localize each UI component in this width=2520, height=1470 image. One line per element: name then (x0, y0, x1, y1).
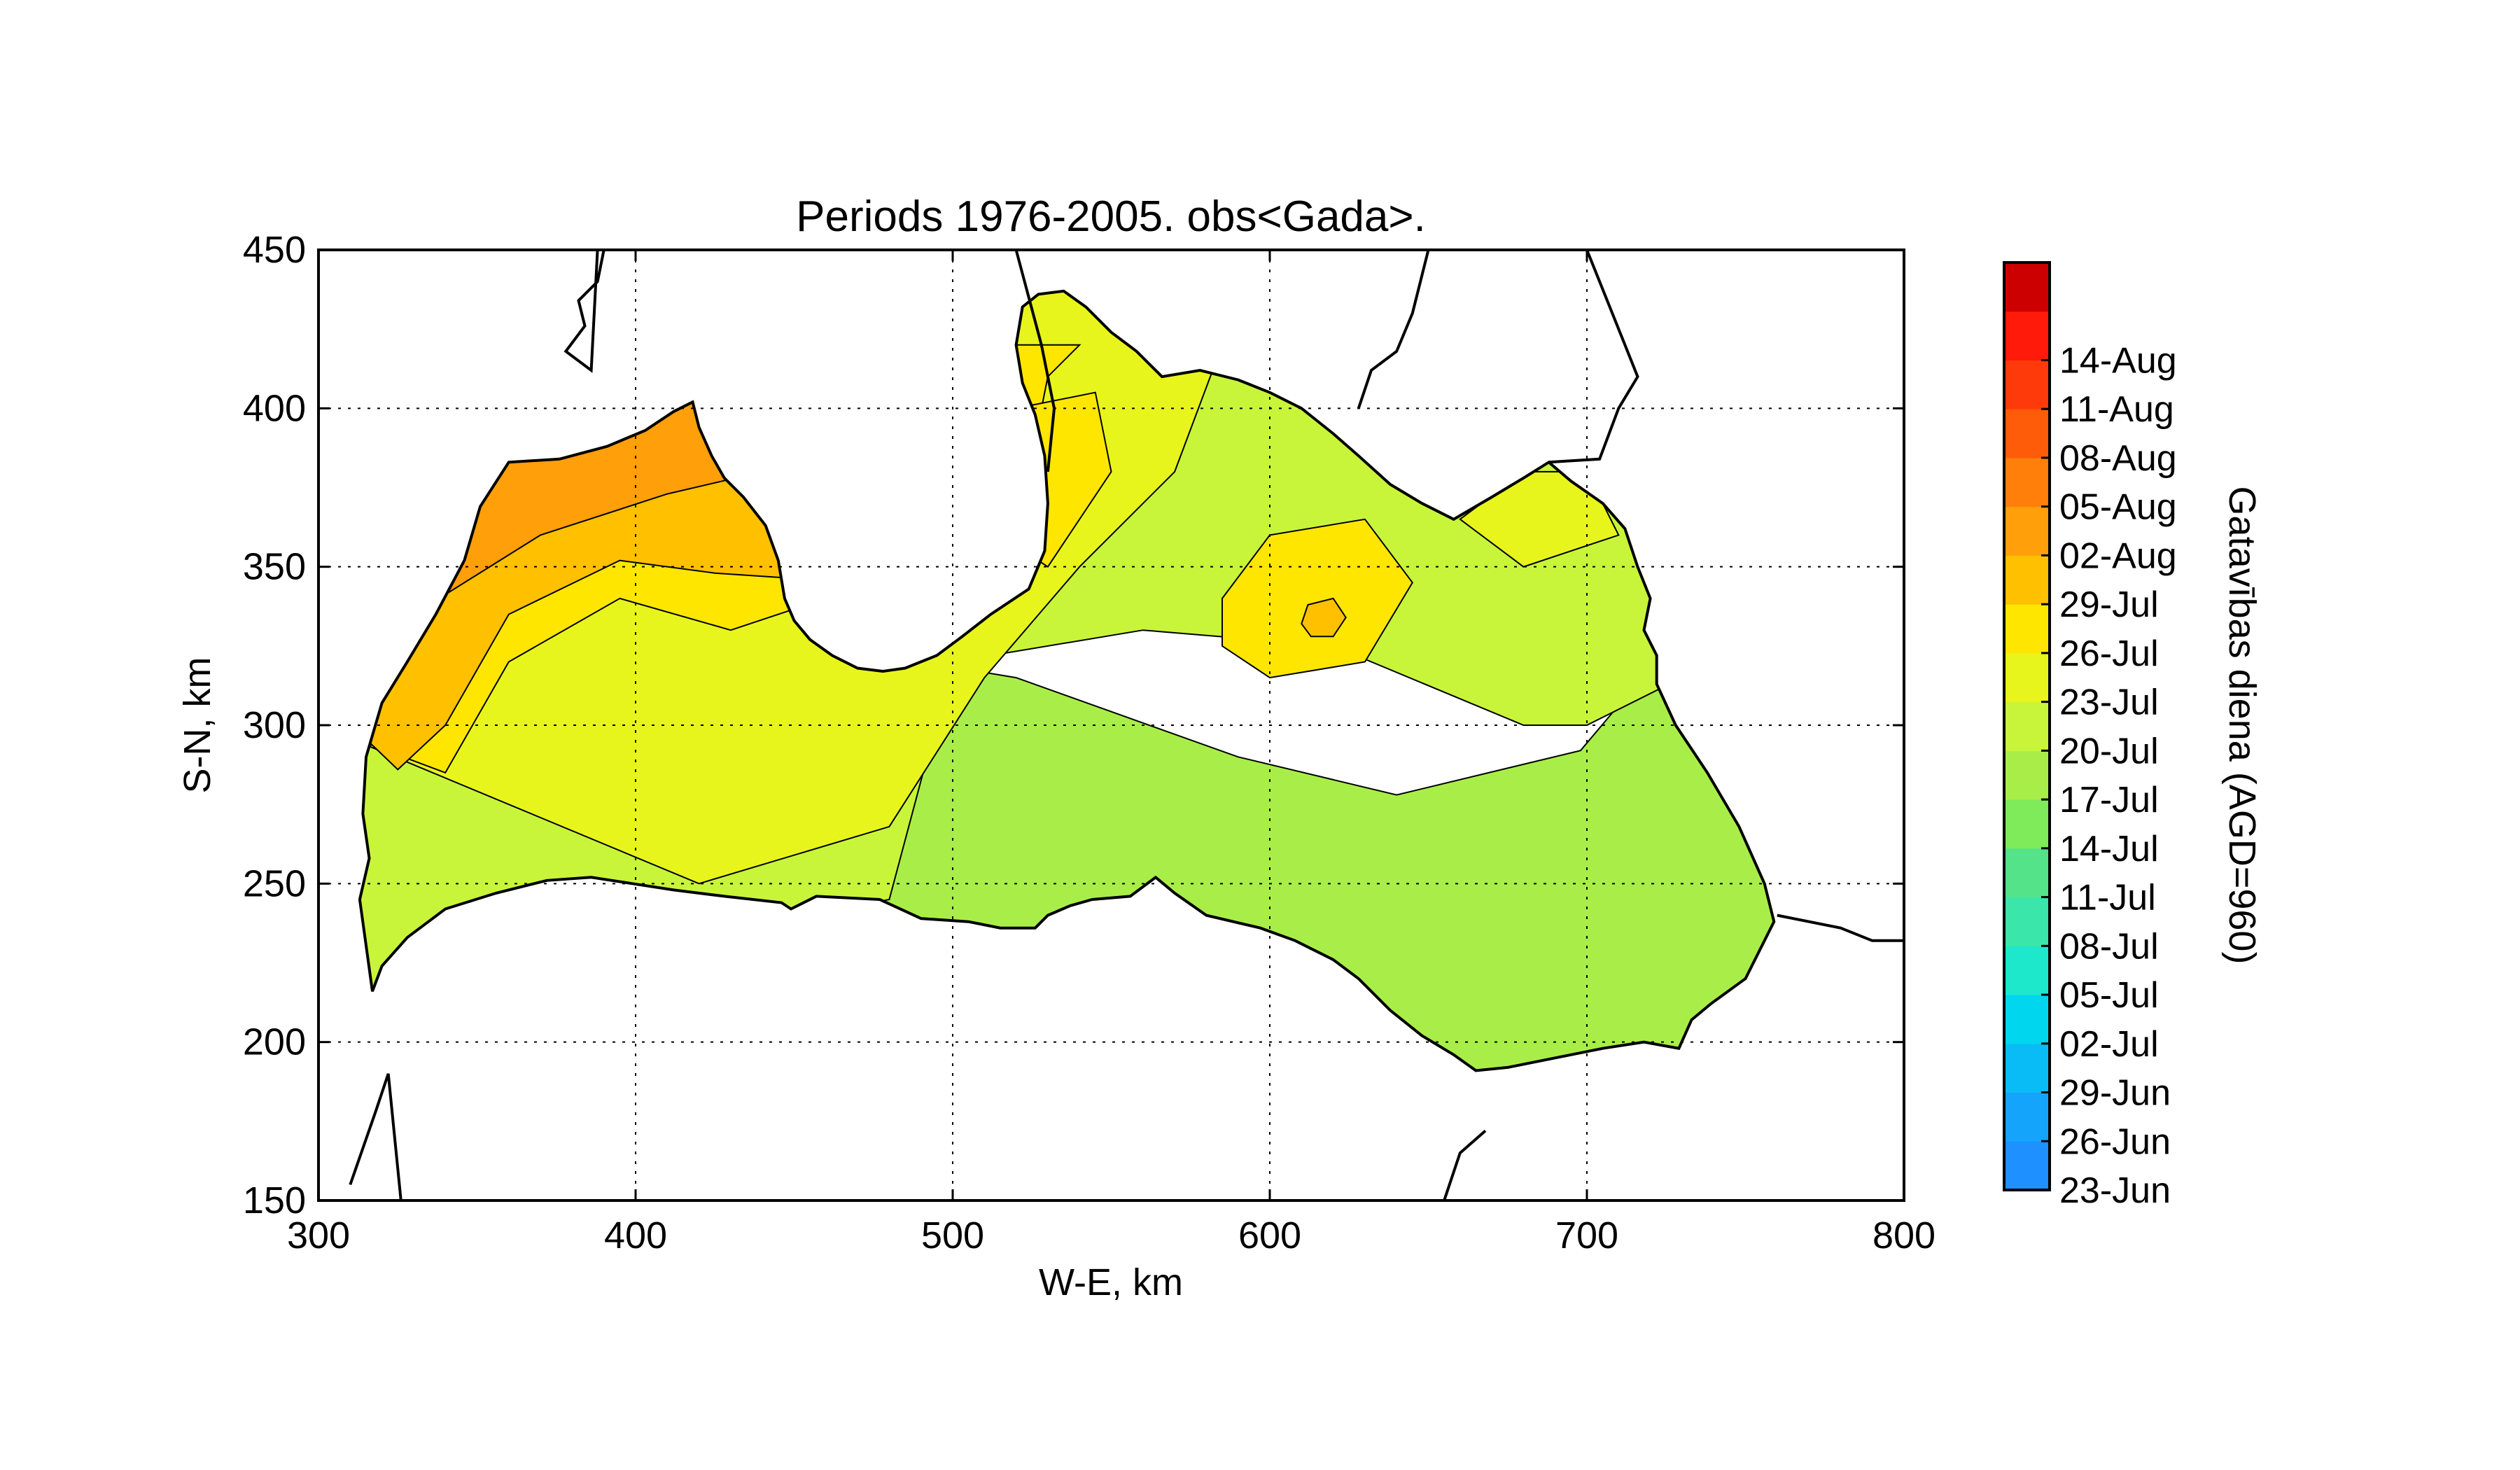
colorbar-swatch (2004, 995, 2050, 1044)
colorbar-swatch (2004, 652, 2050, 703)
colorbar-tick-label: 02-Jul (2059, 1024, 2159, 1065)
x-tick-label: 300 (287, 1214, 350, 1256)
colorbar-tick-label: 11-Aug (2059, 389, 2174, 430)
colorbar-swatch (2004, 1043, 2050, 1093)
colorbar-tick-label: 02-Aug (2059, 536, 2177, 576)
colorbar-swatch (2004, 848, 2050, 898)
colorbar-tick-label: 29-Jun (2059, 1073, 2171, 1114)
contour-band-29-jul (1301, 597, 1347, 638)
colorbar-swatch (2004, 409, 2050, 458)
colorbar-swatch (2004, 897, 2050, 946)
coast-segment (1443, 1129, 1487, 1200)
colorbar-tick-label: 26-Jul (2059, 634, 2159, 674)
colorbar-tick-label: 23-Jul (2059, 682, 2159, 723)
colorbar-swatch (2004, 506, 2050, 556)
coast-segment (1548, 250, 1639, 464)
coastline (349, 250, 1904, 1200)
x-axis-label: W-E, km (1039, 1261, 1183, 1303)
colorbar-swatch (2004, 946, 2050, 995)
x-tick-label: 700 (1555, 1214, 1618, 1256)
colorbar-swatch (2004, 1092, 2050, 1142)
colorbar-tick-label: 17-Jul (2059, 780, 2159, 820)
colorbar-tick-label: 29-Jul (2059, 584, 2159, 625)
y-tick-label: 350 (243, 546, 306, 588)
coast-segment (1014, 250, 1056, 472)
colorbar-swatch (2004, 604, 2050, 654)
y-axis: 150 200 250 300 350 400 450 (243, 229, 1904, 1222)
colorbar-tick-label: 05-Jul (2059, 975, 2159, 1016)
colorbar-tick-label: 08-Aug (2059, 438, 2177, 479)
coast-segment (1357, 250, 1430, 409)
x-tick-label: 800 (1872, 1214, 1935, 1256)
y-tick-label: 200 (243, 1021, 306, 1063)
y-tick-label: 250 (243, 862, 306, 904)
colorbar-swatch (2004, 360, 2050, 410)
x-tick-label: 600 (1238, 1214, 1301, 1256)
colorbar-swatch (2004, 311, 2050, 360)
colorbar-tick-label: 11-Jul (2059, 878, 2156, 918)
y-tick-label: 300 (243, 704, 306, 746)
colorbar-tick-label: 26-Jun (2059, 1121, 2171, 1162)
colorbar-frame (2003, 261, 2051, 1191)
grid-lines (318, 250, 1904, 1200)
colorbar-tick-label: 14-Aug (2059, 340, 2177, 381)
coast-segment (1777, 913, 1904, 942)
colorbar-swatch (2004, 799, 2050, 849)
colorbar-swatch (2004, 701, 2050, 751)
colorbar-tick-label: 08-Jul (2059, 926, 2159, 967)
colorbar-tick-label: 23-Jun (2059, 1170, 2171, 1211)
colorbar: 23-Jun 26-Jun 29-Jun 02-Jul 05-Jul 08-Jul 11-J… (2003, 261, 2177, 1211)
coast-segment (349, 1073, 402, 1200)
contour-band-26-jul (1222, 518, 1414, 679)
colorbar-swatch (2004, 262, 2050, 312)
x-axis: 300 400 500 600 700 800 (287, 250, 1935, 1256)
y-axis-label: S-N, km (176, 657, 218, 794)
colorbar-tick-label: 20-Jul (2059, 731, 2159, 771)
coast-segment (564, 250, 606, 373)
colorbar-swatch (2004, 457, 2050, 507)
colorbar-swatch (2004, 555, 2050, 605)
x-tick-label: 500 (921, 1214, 984, 1256)
y-tick-label: 400 (243, 387, 306, 429)
country-border (358, 289, 1776, 1072)
colorbar-swatch (2004, 750, 2050, 800)
colorbar-swatch (2004, 1141, 2050, 1191)
chart-title: Periods 1976-2005. obs<Gada>. (796, 192, 1426, 241)
x-tick-label: 400 (604, 1214, 667, 1256)
colorbar-tick-label: 14-Jul (2059, 829, 2159, 869)
y-tick-label: 450 (243, 229, 306, 271)
y-tick-label: 150 (243, 1180, 306, 1222)
colorbar-tick-label: 05-Aug (2059, 487, 2177, 528)
colorbar-label: Gatavības diena (AGD=960) (2221, 486, 2263, 965)
